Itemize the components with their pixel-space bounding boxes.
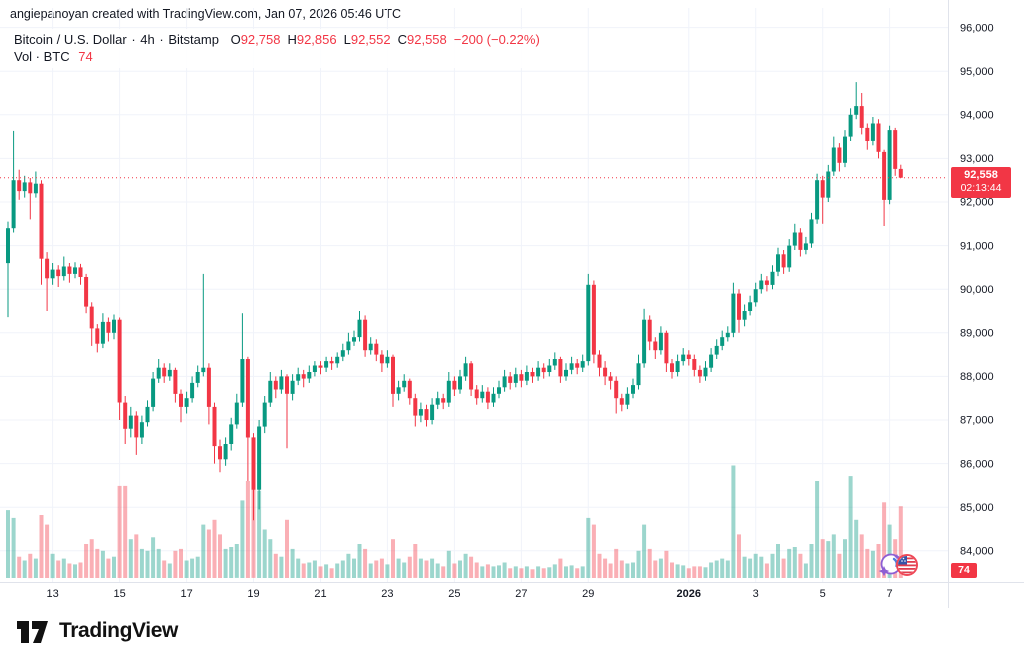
svg-text:3: 3 (753, 588, 759, 600)
chart-legend[interactable]: Bitcoin / U.S. Dollar · 4h · Bitstamp O9… (10, 29, 546, 68)
change-value: −200 (−0.22%) (453, 32, 540, 47)
ohlc-values: O92,758 H92,856 L92,552 C92,558 −200 (−0.22%… (231, 32, 540, 47)
open-label: O (230, 32, 241, 47)
svg-text:15: 15 (113, 588, 125, 600)
legend-separator: · (131, 32, 136, 47)
last-price-badge: 92,558 02:13:44 (951, 167, 1011, 198)
close-value: 92,558 (407, 32, 447, 47)
svg-text:23: 23 (381, 588, 393, 600)
us-flag-event-icon[interactable] (894, 552, 920, 578)
svg-text:17: 17 (180, 588, 192, 600)
symbol-title: Bitcoin / U.S. Dollar (14, 32, 127, 47)
svg-text:93,000: 93,000 (960, 153, 994, 165)
volume-label: Vol · BTC (14, 49, 70, 64)
svg-text:29: 29 (582, 588, 594, 600)
svg-text:90,000: 90,000 (960, 284, 994, 296)
svg-text:94,000: 94,000 (960, 110, 994, 122)
svg-text:21: 21 (314, 588, 326, 600)
candlestick-chart-canvas[interactable]: 96,000 95,000 94,000 93,000 92,000 91,000 90,0… (0, 0, 1024, 612)
svg-text:91,000: 91,000 (960, 240, 994, 252)
svg-text:85,000: 85,000 (960, 502, 994, 514)
svg-text:87,000: 87,000 (960, 415, 994, 427)
price-axis[interactable]: 96,000 95,000 94,000 93,000 92,000 91,000 90,0… (960, 22, 994, 557)
tradingview-logo-icon (17, 621, 48, 643)
time-axis[interactable]: 13 15 17 19 21 23 25 27 29 2026 3 5 7 (46, 588, 892, 600)
svg-text:13: 13 (46, 588, 58, 600)
svg-text:84,000: 84,000 (960, 546, 994, 558)
tradingview-logo[interactable]: TradingView (14, 617, 178, 645)
gridlines (0, 8, 948, 582)
svg-text:5: 5 (820, 588, 826, 600)
volume-bars (6, 465, 903, 579)
svg-text:95,000: 95,000 (960, 66, 994, 78)
candle-countdown: 02:13:44 (960, 182, 1002, 194)
svg-text:86,000: 86,000 (960, 458, 994, 470)
interval-label: 4h (140, 32, 155, 47)
svg-text:19: 19 (247, 588, 259, 600)
svg-text:89,000: 89,000 (960, 328, 994, 340)
svg-text:27: 27 (515, 588, 527, 600)
svg-text:7: 7 (887, 588, 893, 600)
legend-symbol-row: Bitcoin / U.S. Dollar · 4h · Bitstamp O9… (14, 31, 540, 48)
close-label: C (397, 32, 407, 47)
last-price-value: 92,558 (964, 169, 998, 181)
svg-text:88,000: 88,000 (960, 371, 994, 383)
high-label: H (287, 32, 297, 47)
legend-separator: · (159, 32, 164, 47)
exchange-label: Bitstamp (168, 32, 219, 47)
volume-axis-badge: 74 (951, 563, 977, 578)
svg-text:25: 25 (448, 588, 460, 600)
axis-separators (0, 0, 1024, 608)
legend-volume-row: Vol · BTC 74 (14, 48, 540, 65)
svg-text:92,000: 92,000 (960, 197, 994, 209)
event-markers[interactable] (877, 552, 920, 578)
attribution-text: angiepanoyan created with TradingView.co… (10, 7, 401, 21)
tradingview-wordmark: TradingView (59, 619, 178, 642)
volume-value: 74 (78, 49, 93, 64)
low-label: L (343, 32, 351, 47)
svg-text:96,000: 96,000 (960, 22, 994, 34)
candles-layer (6, 82, 903, 521)
svg-text:2026: 2026 (677, 588, 701, 600)
open-value: 92,758 (240, 32, 281, 47)
high-value: 92,856 (296, 32, 337, 47)
low-value: 92,552 (350, 32, 391, 47)
